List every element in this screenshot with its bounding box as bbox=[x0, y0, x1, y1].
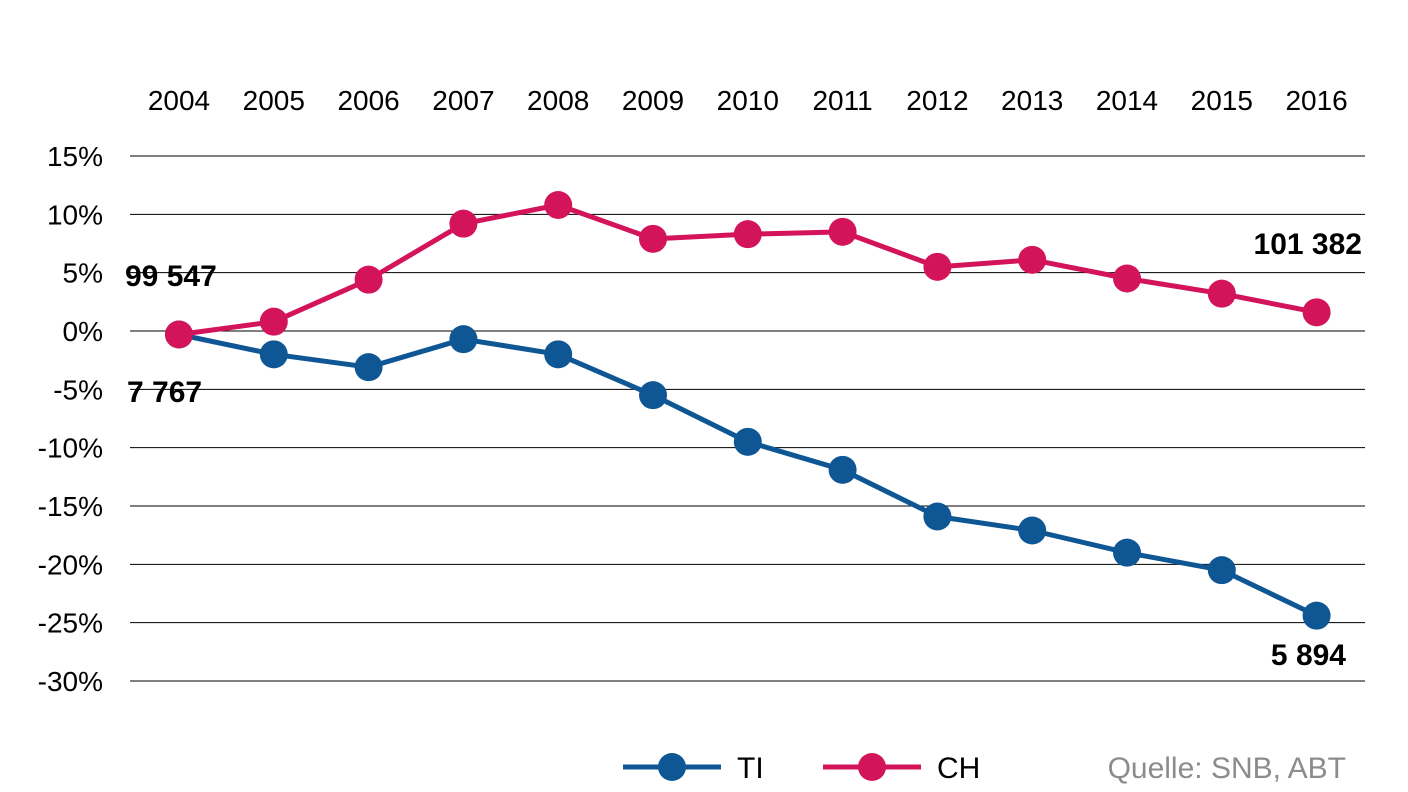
point-ti-2008 bbox=[544, 340, 573, 369]
y-tick-label-7: -20% bbox=[38, 549, 103, 580]
legend-label-ti: TI bbox=[737, 752, 764, 785]
point-ch-2004 bbox=[165, 320, 193, 349]
point-ch-2015 bbox=[1207, 279, 1236, 308]
point-ti-2005 bbox=[259, 340, 288, 369]
point-ti-2009 bbox=[639, 381, 667, 410]
source-note: Quelle: SNB, ABT bbox=[1108, 752, 1346, 785]
y-tick-label-8: -25% bbox=[38, 608, 103, 639]
x-tick-label-2012: 2012 bbox=[906, 85, 968, 116]
point-ch-2016 bbox=[1302, 298, 1331, 327]
point-ti-2006 bbox=[354, 353, 383, 382]
point-ch-2008 bbox=[544, 191, 573, 219]
annotation-ch-end-value: 101 382 bbox=[1254, 228, 1362, 261]
annotation-ti-end-value: 5 894 bbox=[1271, 639, 1346, 672]
y-tick-label-6: -15% bbox=[38, 491, 103, 522]
point-ti-2010 bbox=[733, 427, 762, 456]
series-line-ti bbox=[178, 332, 1318, 618]
point-ti-2007 bbox=[449, 325, 478, 354]
legend-swatch-ti-marker bbox=[658, 753, 686, 781]
annotation-ti-start-value: 7 767 bbox=[127, 376, 202, 409]
point-ti-2014 bbox=[1113, 538, 1141, 567]
x-tick-label-2010: 2010 bbox=[717, 85, 779, 116]
point-ch-2013 bbox=[1018, 245, 1047, 274]
y-tick-label-3: 0% bbox=[63, 316, 103, 347]
y-tick-label-9: -30% bbox=[38, 666, 103, 697]
point-ch-2009 bbox=[639, 224, 667, 253]
legend-item-ch: CH bbox=[823, 752, 980, 785]
point-ch-2011 bbox=[828, 217, 857, 246]
series-ti bbox=[165, 320, 1331, 630]
point-ti-2016 bbox=[1302, 601, 1331, 630]
point-ti-2012 bbox=[923, 502, 952, 531]
legend-item-ti: TI bbox=[623, 752, 764, 785]
legend-swatch-ch-marker bbox=[858, 753, 886, 781]
y-tick-label-0: 15% bbox=[47, 141, 103, 172]
x-tick-label-2008: 2008 bbox=[527, 85, 589, 116]
x-tick-label-2015: 2015 bbox=[1191, 85, 1253, 116]
point-ch-2007 bbox=[449, 209, 478, 238]
x-tick-label-2013: 2013 bbox=[1001, 85, 1063, 116]
y-axis-tick-labels: 15% 10% 5% 0% -5% -10% -15% -20% -25% -30% bbox=[38, 141, 103, 697]
point-ch-2012 bbox=[923, 252, 952, 281]
point-ch-2005 bbox=[259, 307, 288, 336]
series-layer bbox=[165, 191, 1331, 630]
legend: TI CH bbox=[623, 752, 980, 785]
point-ti-2011 bbox=[828, 455, 857, 484]
x-tick-label-2016: 2016 bbox=[1285, 85, 1347, 116]
x-tick-label-2004: 2004 bbox=[148, 85, 210, 116]
x-tick-label-2009: 2009 bbox=[622, 85, 684, 116]
y-tick-label-5: -10% bbox=[38, 433, 103, 464]
x-tick-label-2014: 2014 bbox=[1096, 85, 1158, 116]
legend-label-ch: CH bbox=[937, 752, 980, 785]
point-ti-2013 bbox=[1018, 516, 1047, 545]
y-tick-label-4: -5% bbox=[53, 374, 103, 405]
point-ti-2015 bbox=[1207, 556, 1236, 585]
y-tick-label-2: 5% bbox=[63, 258, 103, 289]
x-axis-tick-labels: 2004 2005 2006 2007 2008 2009 2010 2011 2012 2013… bbox=[148, 85, 1348, 116]
x-tick-label-2006: 2006 bbox=[337, 85, 399, 116]
x-tick-label-2005: 2005 bbox=[243, 85, 305, 116]
point-ch-2010 bbox=[733, 220, 762, 249]
series-ch bbox=[165, 191, 1331, 349]
point-ch-2014 bbox=[1113, 264, 1141, 293]
annotation-ch-start-value: 99 547 bbox=[125, 260, 217, 293]
x-tick-label-2007: 2007 bbox=[432, 85, 494, 116]
y-tick-label-1: 10% bbox=[47, 199, 103, 230]
x-tick-label-2011: 2011 bbox=[812, 85, 872, 116]
point-ch-2006 bbox=[354, 265, 383, 294]
